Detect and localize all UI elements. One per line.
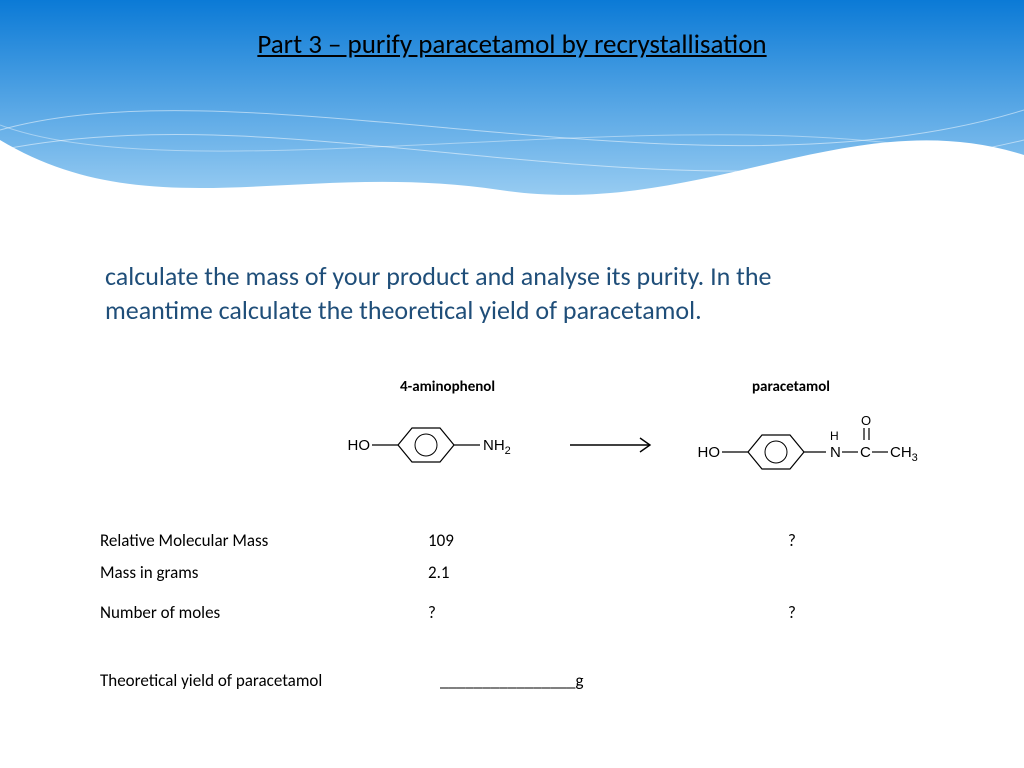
- product-n: N: [830, 444, 841, 461]
- product-o: O: [861, 413, 871, 428]
- reactant-label: 4-aminophenol: [400, 378, 495, 396]
- product-h: H: [830, 429, 839, 443]
- yield-blank: ________________g: [440, 670, 583, 691]
- product-label: paracetamol: [752, 378, 830, 396]
- row-v1: 109: [428, 530, 548, 551]
- product-c: C: [860, 444, 871, 461]
- row-label: Theoretical yield of paracetamol: [100, 670, 400, 691]
- row-label: Relative Molecular Mass: [100, 530, 400, 551]
- row-label: Mass in grams: [100, 562, 400, 583]
- row-v1: 2.1: [428, 562, 548, 583]
- reaction-diagram: HO NH2 HO N H C O CH3: [0, 400, 1024, 500]
- row-label: Number of moles: [100, 602, 400, 623]
- product-ho: HO: [698, 444, 721, 461]
- reactant-ho: HO: [348, 437, 371, 454]
- row-v1: ?: [428, 602, 548, 623]
- slide-title: Part 3 – purify paracetamol by recrystal…: [0, 28, 1024, 61]
- reactant-nh2: NH2: [483, 437, 511, 457]
- row-v2: ?: [788, 530, 908, 551]
- reaction-arrow-icon: [570, 438, 650, 452]
- body-text: calculate the mass of your product and a…: [105, 260, 885, 328]
- product-ch3: CH3: [890, 444, 918, 464]
- row-v2: ?: [788, 602, 908, 623]
